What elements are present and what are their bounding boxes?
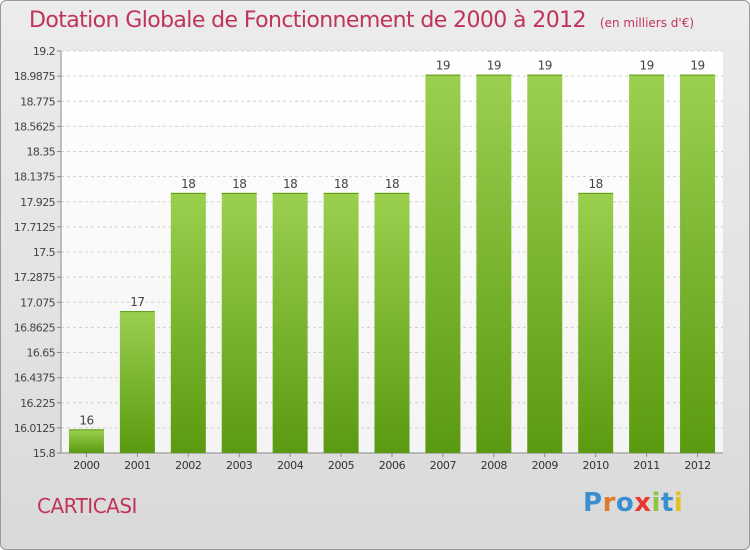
bar [221, 192, 257, 453]
data-label: 18 [283, 177, 297, 191]
chart-subtitle: (en milliers d'€) [599, 16, 695, 30]
logo-letter: r [602, 488, 616, 518]
bar [578, 192, 614, 453]
y-tick-label: 16.65 [27, 347, 56, 360]
chart-title: Dotation Globale de Fonctionnement de 20… [29, 8, 587, 33]
data-label: 18 [334, 177, 348, 191]
y-tick-label: 18.775 [20, 95, 55, 108]
y-tick-label: 16.225 [20, 397, 55, 410]
logo-letter: i [673, 488, 684, 518]
y-tick-label: 16.8625 [14, 321, 56, 334]
y-tick-label: 18.5625 [14, 120, 56, 133]
y-tick-label: 17.2875 [14, 271, 56, 284]
data-label: 17 [130, 295, 144, 309]
data-label: 19 [690, 59, 704, 73]
proxiti-logo: Proxiti [583, 488, 683, 518]
y-tick-label: 18.1375 [14, 171, 56, 184]
x-tick-label: 2011 [633, 459, 659, 472]
bar [272, 192, 308, 453]
title-block: Dotation Globale de Fonctionnement de 20… [29, 8, 694, 33]
bar [374, 192, 410, 453]
bar [68, 429, 104, 453]
logo-letter: i [651, 488, 661, 518]
data-label: 16 [79, 413, 93, 427]
data-label: 19 [538, 59, 552, 73]
x-tick-label: 2001 [124, 459, 150, 472]
bar [170, 192, 206, 453]
bar [476, 74, 512, 453]
bar [629, 74, 665, 453]
logo-letter: x [634, 488, 652, 518]
commune-name: CARTICASI [37, 494, 137, 518]
bar [323, 192, 359, 453]
data-label: 18 [232, 177, 246, 191]
bar [680, 74, 716, 453]
x-tick-label: 2007 [430, 459, 457, 472]
x-tick-label: 2000 [73, 459, 100, 472]
bar [425, 74, 461, 453]
y-tick-label: 17.7125 [14, 221, 56, 234]
y-tick-label: 16.4375 [14, 372, 56, 385]
y-tick-label: 18.9875 [14, 70, 56, 83]
data-label: 18 [589, 177, 603, 191]
data-label: 18 [181, 177, 195, 191]
y-tick-label: 16.0125 [14, 422, 56, 435]
y-tick-label: 17.925 [20, 196, 55, 209]
logo-letter: o [615, 488, 635, 518]
bar [119, 311, 155, 453]
x-tick-label: 2010 [582, 459, 609, 472]
x-tick-label: 2009 [532, 459, 559, 472]
x-tick-label: 2006 [379, 459, 406, 472]
y-tick-label: 18.35 [27, 146, 56, 159]
x-tick-label: 2012 [684, 459, 710, 472]
data-label: 19 [639, 59, 653, 73]
x-tick-label: 2003 [226, 459, 253, 472]
data-label: 18 [385, 177, 399, 191]
x-tick-label: 2002 [175, 459, 201, 472]
data-label: 19 [436, 59, 450, 73]
logo-letter: t [660, 488, 674, 518]
x-tick-label: 2004 [277, 459, 304, 472]
data-label: 19 [487, 59, 501, 73]
logo-letter: P [583, 488, 603, 518]
y-tick-label: 17.5 [33, 246, 56, 259]
x-tick-label: 2008 [481, 459, 508, 472]
x-tick-label: 2005 [328, 459, 355, 472]
y-tick-label: 19.2 [33, 45, 55, 58]
y-tick-label: 15.8 [33, 447, 56, 460]
y-tick-label: 17.075 [20, 296, 55, 309]
bar [527, 74, 563, 453]
